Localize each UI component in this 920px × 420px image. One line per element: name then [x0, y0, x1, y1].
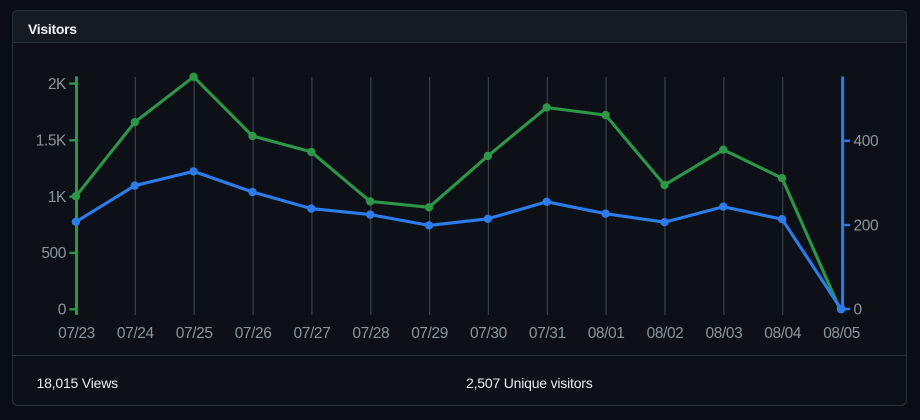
- svg-text:08/03: 08/03: [706, 325, 743, 342]
- svg-text:07/30: 07/30: [470, 325, 508, 342]
- svg-text:07/23: 07/23: [58, 325, 95, 342]
- svg-text:07/25: 07/25: [176, 325, 213, 342]
- svg-text:2K: 2K: [48, 76, 67, 93]
- svg-text:1K: 1K: [48, 189, 67, 206]
- svg-text:0: 0: [58, 302, 67, 319]
- svg-text:500: 500: [41, 245, 66, 262]
- svg-text:200: 200: [854, 217, 879, 234]
- svg-text:0: 0: [854, 301, 863, 318]
- svg-text:08/05: 08/05: [823, 325, 860, 342]
- svg-text:08/01: 08/01: [588, 325, 625, 342]
- svg-text:07/29: 07/29: [411, 325, 448, 342]
- svg-text:07/27: 07/27: [294, 325, 331, 342]
- svg-text:07/26: 07/26: [235, 325, 272, 342]
- svg-text:08/04: 08/04: [764, 325, 802, 342]
- svg-text:07/31: 07/31: [529, 325, 566, 342]
- svg-text:400: 400: [854, 133, 879, 150]
- svg-text:07/24: 07/24: [117, 325, 155, 342]
- svg-text:1.5K: 1.5K: [36, 133, 67, 150]
- svg-text:07/28: 07/28: [352, 325, 389, 342]
- svg-text:08/02: 08/02: [647, 325, 684, 342]
